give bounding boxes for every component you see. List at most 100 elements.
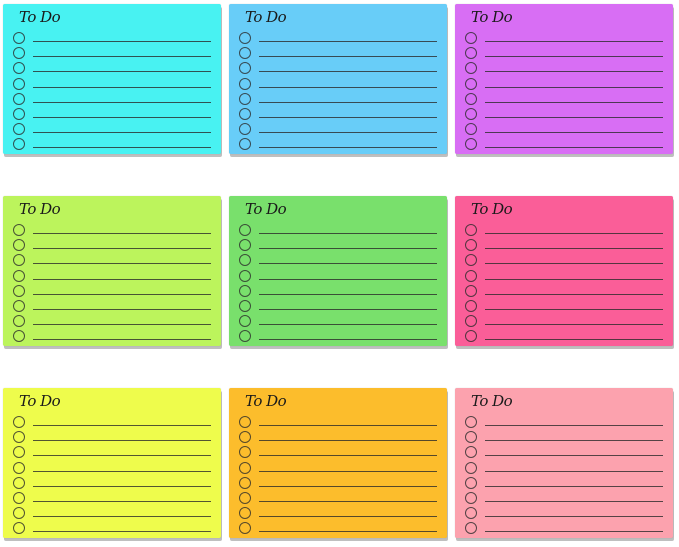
checklist-row <box>239 284 437 298</box>
writing-line <box>33 531 211 533</box>
checklist-row <box>465 315 663 328</box>
writing-line <box>33 147 211 149</box>
checklist-row <box>465 92 663 106</box>
checklist-row <box>13 522 211 535</box>
checklist-row <box>13 446 211 459</box>
writing-line <box>259 278 437 280</box>
checkbox-circle-icon <box>13 47 25 60</box>
writing-line <box>259 147 437 149</box>
checklist-row <box>13 62 211 75</box>
writing-line <box>259 501 437 502</box>
writing-line <box>485 56 663 58</box>
note-title: To Do <box>471 8 513 26</box>
checkbox-circle-icon <box>239 47 251 60</box>
checkbox-circle-icon <box>239 522 251 535</box>
checklist-row <box>239 239 437 252</box>
writing-line <box>33 41 211 42</box>
note-title: To Do <box>19 8 61 26</box>
checkbox-circle-icon <box>13 507 25 520</box>
checklist-row <box>239 92 437 106</box>
checklist-row <box>13 32 211 45</box>
writing-line <box>485 440 663 442</box>
checklist-row <box>239 77 437 91</box>
checkbox-circle-icon <box>239 492 251 504</box>
checklist-row <box>13 431 211 444</box>
checkbox-circle-icon <box>465 300 477 312</box>
writing-line <box>259 86 437 88</box>
checkbox-circle-icon <box>13 108 25 120</box>
checklist-row <box>13 47 211 60</box>
checkbox-circle-icon <box>239 269 251 282</box>
todo-note: To Do <box>455 388 673 538</box>
checkbox-circle-icon <box>239 108 251 120</box>
writing-line <box>259 440 437 442</box>
checkbox-circle-icon <box>239 300 251 312</box>
writing-line <box>485 132 663 134</box>
checkbox-circle-icon <box>465 138 477 151</box>
writing-line <box>259 516 437 518</box>
writing-line <box>259 531 437 533</box>
checklist-row <box>239 32 437 45</box>
checkbox-circle-icon <box>13 254 25 267</box>
checklist-row <box>239 330 437 343</box>
writing-line <box>33 132 211 134</box>
checkbox-circle-icon <box>465 522 477 535</box>
checklist-row <box>465 431 663 444</box>
writing-line <box>485 101 663 103</box>
writing-line <box>485 309 663 310</box>
writing-line <box>259 233 437 234</box>
checkbox-circle-icon <box>465 224 477 236</box>
checkbox-circle-icon <box>13 431 25 444</box>
todo-note: To Do <box>455 196 673 346</box>
checkbox-circle-icon <box>13 476 25 489</box>
checklist-row <box>239 522 437 535</box>
writing-line <box>259 485 437 487</box>
checklist-row <box>465 416 663 429</box>
checklist-row <box>239 62 437 75</box>
writing-line <box>485 263 663 265</box>
checkbox-circle-icon <box>239 138 251 151</box>
checkbox-circle-icon <box>239 62 251 75</box>
checklist-row <box>13 476 211 490</box>
writing-line <box>33 324 211 326</box>
checkbox-circle-icon <box>465 315 477 328</box>
checkbox-circle-icon <box>239 239 251 252</box>
writing-line <box>33 233 211 234</box>
writing-line <box>259 455 437 457</box>
writing-line <box>33 440 211 442</box>
writing-line <box>259 470 437 472</box>
note-title: To Do <box>471 392 513 410</box>
checkbox-circle-icon <box>465 476 477 489</box>
checkbox-circle-icon <box>465 92 477 105</box>
checkbox-circle-icon <box>465 431 477 444</box>
todo-note: To Do <box>229 196 447 346</box>
writing-line <box>33 501 211 502</box>
checkbox-circle-icon <box>13 416 25 428</box>
checkbox-circle-icon <box>465 239 477 252</box>
checklist-row <box>13 461 211 475</box>
checkbox-circle-icon <box>465 284 477 297</box>
writing-line <box>485 324 663 326</box>
checkbox-circle-icon <box>239 92 251 105</box>
note-title: To Do <box>19 392 61 410</box>
checklist-row <box>13 492 211 505</box>
todo-note: To Do <box>229 4 447 154</box>
writing-line <box>33 248 211 250</box>
todo-note: To Do <box>3 4 221 154</box>
todo-note: To Do <box>3 196 221 346</box>
checkbox-circle-icon <box>13 77 25 90</box>
checkbox-circle-icon <box>13 123 25 136</box>
writing-line <box>33 293 211 295</box>
checkbox-circle-icon <box>239 77 251 90</box>
checkbox-circle-icon <box>465 507 477 520</box>
writing-line <box>485 470 663 472</box>
checklist-row <box>465 300 663 313</box>
note-title: To Do <box>245 392 287 410</box>
checklist-row <box>13 269 211 283</box>
checklist-row <box>239 492 437 505</box>
writing-line <box>259 339 437 341</box>
checklist-row <box>465 330 663 343</box>
checkbox-circle-icon <box>239 431 251 444</box>
checklist-row <box>465 224 663 237</box>
writing-line <box>485 425 663 426</box>
